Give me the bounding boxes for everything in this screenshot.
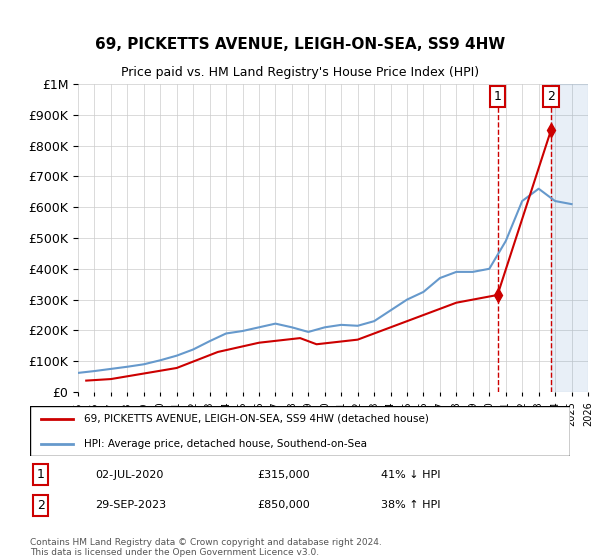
Bar	[551, 84, 588, 392]
Text: £850,000: £850,000	[257, 501, 310, 510]
Text: 1: 1	[37, 468, 45, 481]
Bar	[551, 84, 588, 392]
Text: 29-SEP-2023: 29-SEP-2023	[95, 501, 166, 510]
Text: 69, PICKETTS AVENUE, LEIGH-ON-SEA, SS9 4HW (detached house): 69, PICKETTS AVENUE, LEIGH-ON-SEA, SS9 4…	[84, 414, 429, 423]
Text: 02-JUL-2020: 02-JUL-2020	[95, 470, 163, 479]
FancyBboxPatch shape	[30, 406, 570, 456]
Text: 2: 2	[547, 90, 555, 103]
Text: £315,000: £315,000	[257, 470, 310, 479]
Text: 69, PICKETTS AVENUE, LEIGH-ON-SEA, SS9 4HW: 69, PICKETTS AVENUE, LEIGH-ON-SEA, SS9 4…	[95, 38, 505, 52]
Text: Contains HM Land Registry data © Crown copyright and database right 2024.
This d: Contains HM Land Registry data © Crown c…	[30, 538, 382, 557]
Text: 38% ↑ HPI: 38% ↑ HPI	[381, 501, 440, 510]
Text: 2: 2	[37, 499, 45, 512]
Text: HPI: Average price, detached house, Southend-on-Sea: HPI: Average price, detached house, Sout…	[84, 439, 367, 449]
Text: Price paid vs. HM Land Registry's House Price Index (HPI): Price paid vs. HM Land Registry's House …	[121, 66, 479, 80]
Text: 41% ↓ HPI: 41% ↓ HPI	[381, 470, 440, 479]
Text: 1: 1	[494, 90, 502, 103]
